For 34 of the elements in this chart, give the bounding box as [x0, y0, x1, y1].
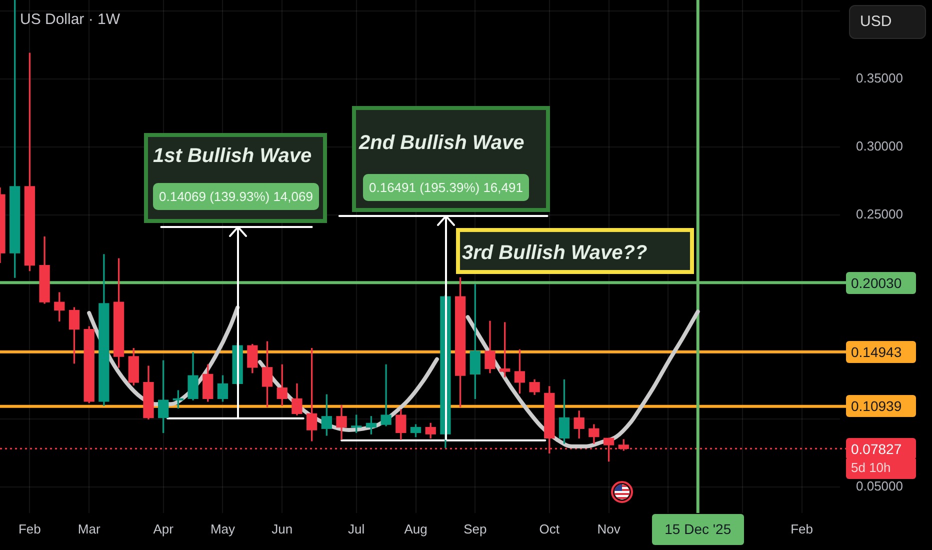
x-tick-label: Nov: [597, 521, 621, 536]
callout-box: 1st Bullish Wave 0.14069 (139.93%) 14,069: [144, 133, 327, 223]
annotation: 3rd Bullish Wave??: [462, 241, 648, 265]
text: USD: [849, 5, 926, 39]
line-series: [258, 357, 439, 432]
x-tick-label: Sep: [464, 521, 487, 536]
text: 5d 10h: [846, 458, 916, 479]
annotation: 0.14069 (139.93%) 14,069: [153, 183, 319, 210]
annotation: 1st Bullish Wave: [153, 144, 312, 168]
x-tick-label: Aug: [404, 521, 428, 536]
ref-line-label: 0.07827: [846, 438, 916, 460]
text: US Dollar · 1W: [20, 11, 120, 28]
annotation: 0.16491 (195.39%) 16,491: [363, 174, 529, 201]
y-tick-label: 0.05000: [856, 478, 903, 494]
callout-box: 2nd Bullish Wave 0.16491 (195.39%) 16,491: [352, 106, 550, 212]
x-tick-label: Oct: [539, 521, 560, 536]
x-tick-label: Jun: [272, 521, 293, 536]
y-tick-label: 0.30000: [856, 138, 903, 154]
x-tick-label: Mar: [78, 521, 101, 536]
x-tick-label: Feb: [18, 521, 41, 536]
y-tick-label: 0.35000: [856, 70, 903, 86]
x-tick-label: May: [210, 521, 236, 536]
callout-box: 3rd Bullish Wave??: [456, 228, 694, 274]
ref-line-label: 0.10939: [846, 395, 916, 418]
ref-line-label: 15 Dec '25: [652, 514, 744, 545]
x-tick-label: Apr: [153, 521, 174, 536]
y-tick-label: 0.25000: [856, 206, 903, 222]
ref-line-label: 0.20030: [846, 272, 916, 294]
x-tick-label: Jul: [348, 521, 365, 536]
x-tick-label: Feb: [790, 521, 814, 536]
line-series: [466, 310, 700, 448]
candlestick: [380, 364, 392, 426]
annotation: 2nd Bullish Wave: [359, 131, 524, 155]
ref-line-label: 0.14943: [846, 340, 916, 363]
